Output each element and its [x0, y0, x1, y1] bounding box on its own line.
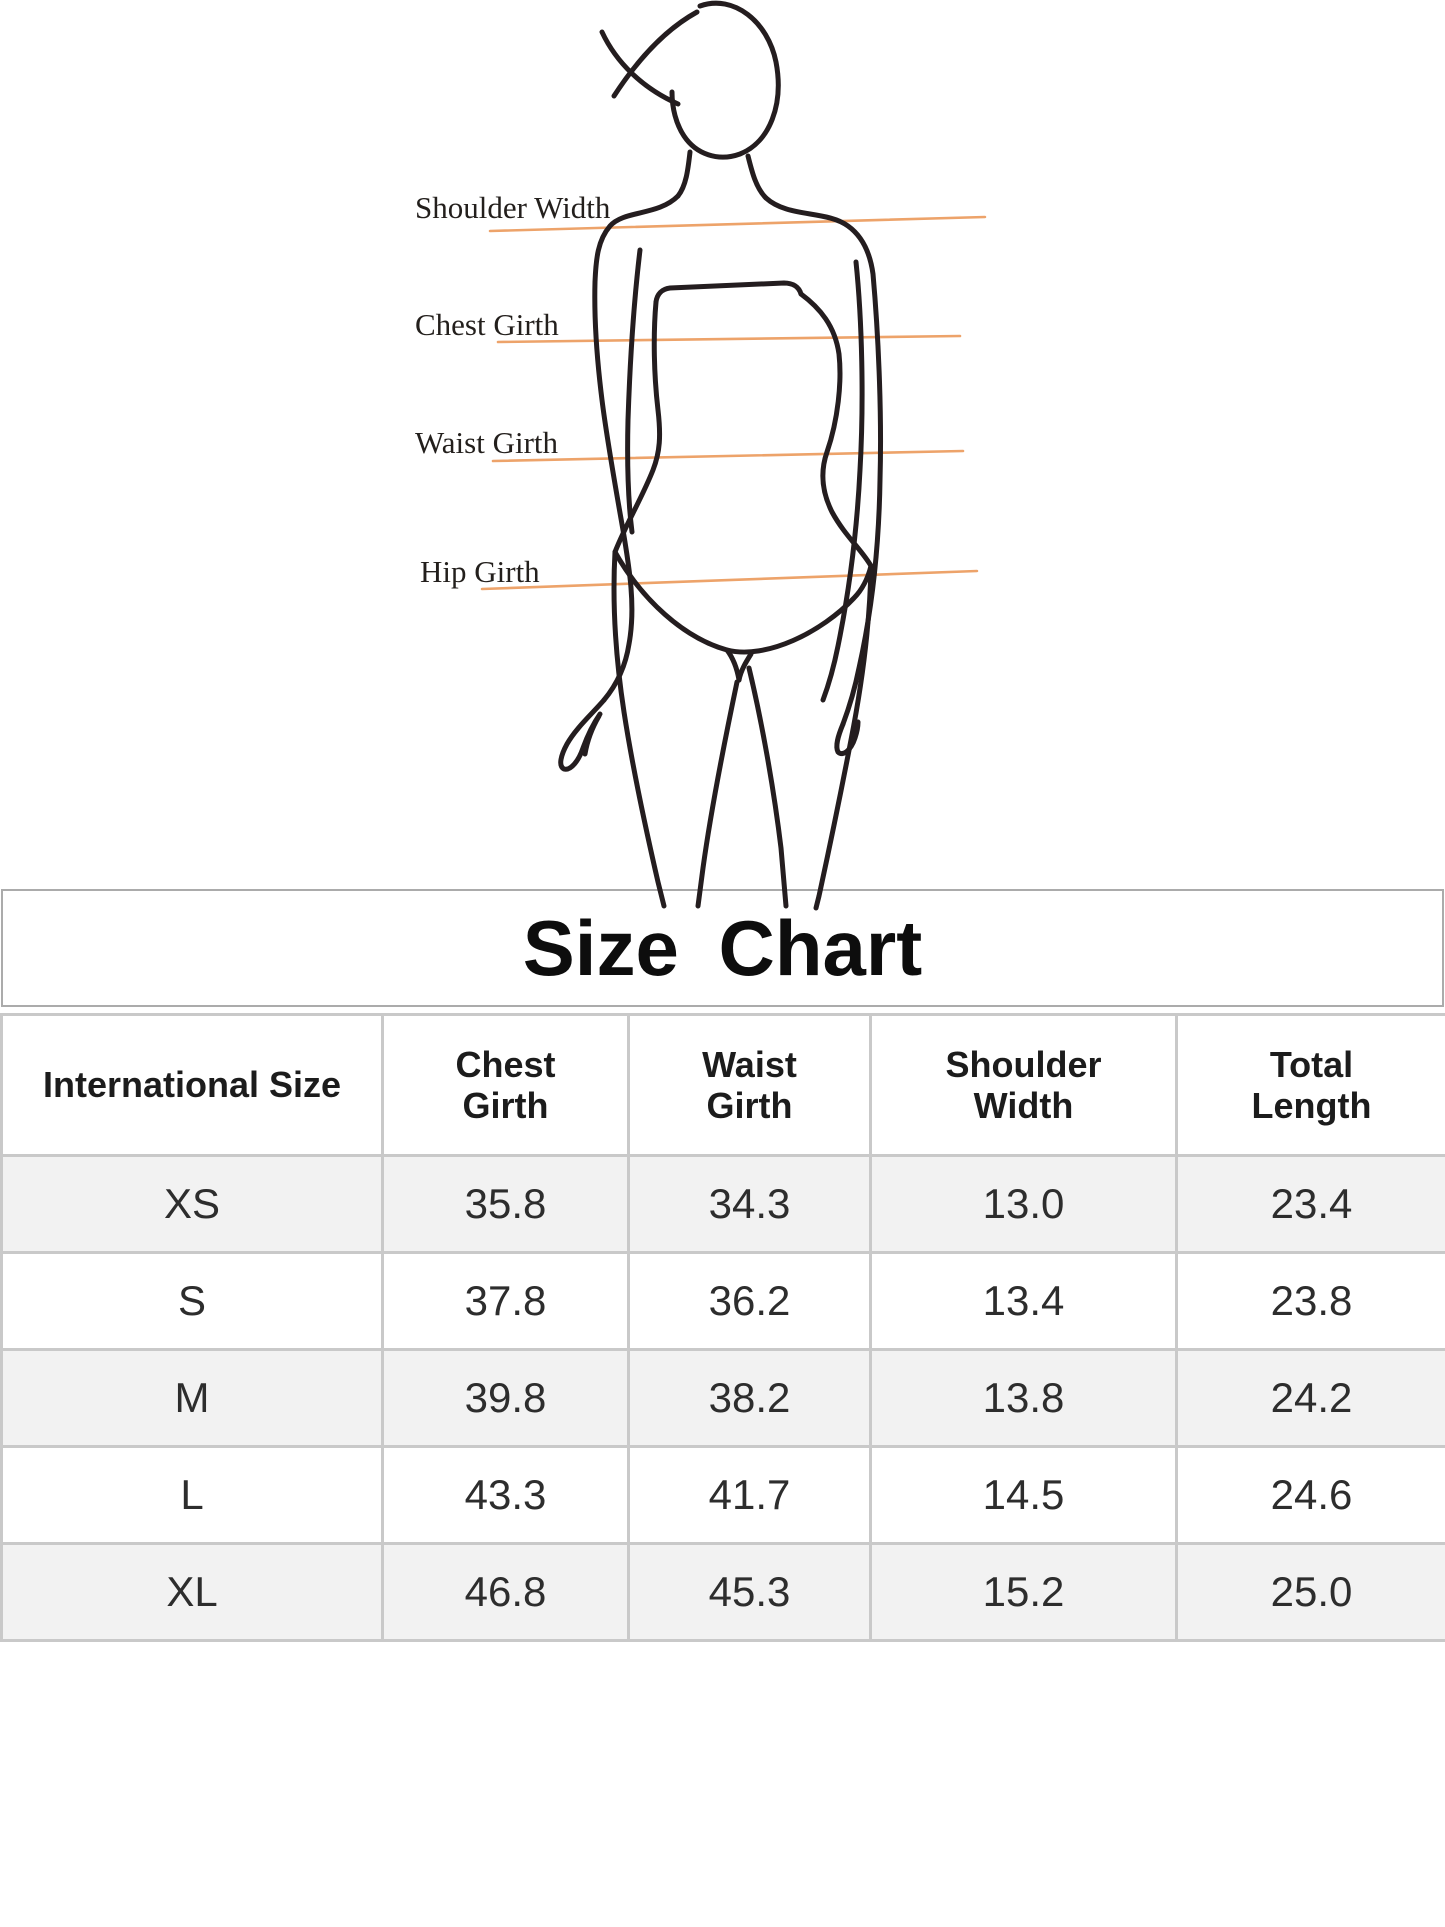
shoulder-measure-line: [488, 215, 987, 233]
table-row-xl: XL 46.8 45.3 15.2 25.0: [0, 1542, 1445, 1642]
table-row-s: S 37.8 36.2 13.4 23.8: [0, 1251, 1445, 1351]
cell-s-waist: 36.2: [627, 1251, 872, 1351]
cell-xl-waist: 45.3: [627, 1542, 872, 1642]
cell-m-chest: 39.8: [381, 1348, 630, 1448]
waist-girth-label: Waist Girth: [415, 425, 559, 460]
cell-s-shoulder: 13.4: [869, 1251, 1178, 1351]
table-row-xs: XS 35.8 34.3 13.0 23.4: [0, 1154, 1445, 1254]
cell-m-total: 24.2: [1175, 1348, 1445, 1448]
hip-measure-line: [480, 569, 979, 591]
body-sketch: [558, 0, 884, 911]
size-chart-title-box: Size Chart: [1, 889, 1444, 1007]
table-header: International Size Chest Girth Waist Gir…: [0, 1013, 1445, 1157]
column-header-total-length: Total Length: [1175, 1013, 1445, 1157]
column-header-waist-girth: Waist Girth: [627, 1013, 872, 1157]
column-header-chest-girth: Chest Girth: [381, 1013, 630, 1157]
column-header-international-size: International Size: [0, 1013, 384, 1157]
size-chart-title: Size Chart: [522, 903, 923, 992]
body-measurement-figure: [480, 0, 987, 911]
cell-l-chest: 43.3: [381, 1445, 630, 1545]
measurement-lines: [480, 215, 987, 591]
cell-s-size: S: [0, 1251, 384, 1351]
cell-m-shoulder: 13.8: [869, 1348, 1178, 1448]
waist-measure-line: [491, 449, 965, 463]
cell-xs-size: XS: [0, 1154, 384, 1254]
cell-xl-chest: 46.8: [381, 1542, 630, 1642]
cell-xs-waist: 34.3: [627, 1154, 872, 1254]
cell-xl-shoulder: 15.2: [869, 1542, 1178, 1642]
size-chart-table: International Size Chest Girth Waist Gir…: [0, 1013, 1445, 1642]
cell-m-size: M: [0, 1348, 384, 1448]
cell-l-total: 24.6: [1175, 1445, 1445, 1545]
header-row: International Size Chest Girth Waist Gir…: [0, 1013, 1445, 1157]
table-row-l: L 43.3 41.7 14.5 24.6: [0, 1445, 1445, 1545]
cell-xs-shoulder: 13.0: [869, 1154, 1178, 1254]
cell-s-total: 23.8: [1175, 1251, 1445, 1351]
table-body: XS 35.8 34.3 13.0 23.4 S 37.8 36.2 13.4 …: [0, 1154, 1445, 1642]
cell-xl-total: 25.0: [1175, 1542, 1445, 1642]
cell-xl-size: XL: [0, 1542, 384, 1642]
cell-s-chest: 37.8: [381, 1251, 630, 1351]
chest-girth-label: Chest Girth: [415, 307, 559, 342]
shoulder-width-label: Shoulder Width: [415, 190, 611, 225]
cell-m-waist: 38.2: [627, 1348, 872, 1448]
cell-xs-chest: 35.8: [381, 1154, 630, 1254]
cell-xs-total: 23.4: [1175, 1154, 1445, 1254]
table-row-m: M 39.8 38.2 13.8 24.2: [0, 1348, 1445, 1448]
cell-l-size: L: [0, 1445, 384, 1545]
cell-l-waist: 41.7: [627, 1445, 872, 1545]
column-header-shoulder-width: Shoulder Width: [869, 1013, 1178, 1157]
hip-girth-label: Hip Girth: [420, 554, 540, 589]
figure-area: Shoulder Width Chest Girth Waist Girth H…: [0, 0, 1445, 960]
cell-l-shoulder: 14.5: [869, 1445, 1178, 1545]
chest-measure-line: [496, 334, 962, 344]
